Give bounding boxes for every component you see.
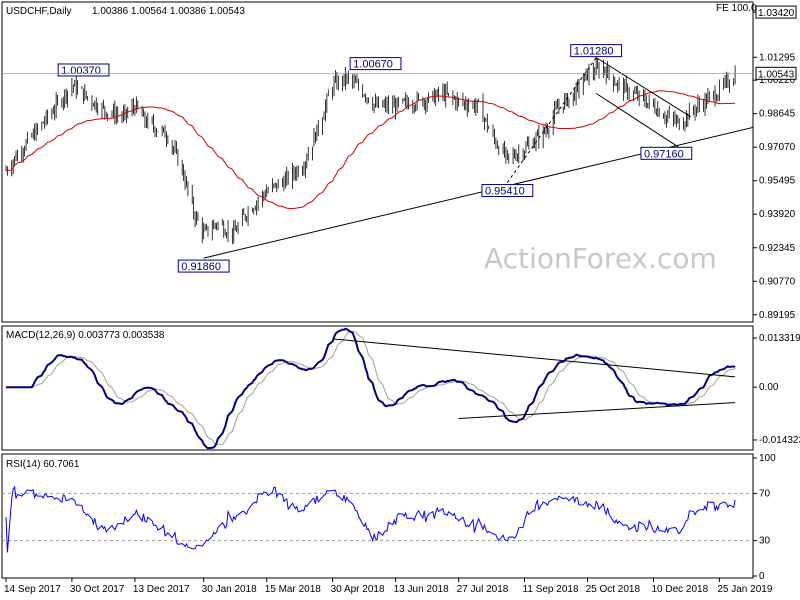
- price-label-box: [481, 184, 534, 198]
- rsi-line: [5, 485, 736, 553]
- macd-y-tick-label: 0.00: [759, 382, 779, 393]
- rsi-panel-frame: [1, 453, 754, 579]
- fe-price-label: 1.03420: [758, 8, 795, 19]
- x-tick-label: 30 Oct 2017: [70, 584, 125, 595]
- x-tick-label: 10 Dec 2018: [651, 584, 708, 595]
- price-y-tick-label: 0.92345: [759, 243, 796, 254]
- x-tick-label: 27 Jul 2018: [457, 584, 509, 595]
- rsi-title: RSI(14) 60.7061: [6, 459, 80, 470]
- x-tick-label: 13 Jun 2018: [394, 584, 449, 595]
- rsi-panel: RSI(14) 60.7061 100 70 30 0: [1, 453, 776, 582]
- fe-price-box: [755, 5, 797, 19]
- channel-upper: [595, 57, 691, 118]
- macd-line: [6, 327, 736, 450]
- last-price-box: [755, 66, 797, 80]
- x-tick-label: 25 Jan 2019: [717, 584, 772, 595]
- price-y-tick-label: 0.93920: [759, 209, 796, 220]
- price-label-box: [640, 146, 693, 160]
- price-title: USDCHF,Daily: [6, 6, 72, 17]
- price-marks: [5, 57, 754, 259]
- rsi-y-tick-label: 70: [759, 488, 771, 499]
- x-tick-label: 30 Jan 2018: [202, 584, 257, 595]
- macd-panel-frame: [1, 325, 754, 451]
- macd-y-axis: 0.013319 0.00 -0.014323: [753, 333, 800, 446]
- price-y-tick-label: 1.01295: [759, 52, 796, 63]
- macd-signal-line: [6, 331, 736, 446]
- fe-label: FE 100.0: [716, 3, 757, 14]
- price-label: 0.97160: [644, 148, 684, 160]
- rsi-marks: [2, 485, 753, 553]
- macd-panel: MACD(12,26,9) 0.003773 0.003538 0.013319…: [1, 325, 800, 451]
- price-label-box: [57, 63, 110, 77]
- price-y-tick-label: 0.98645: [759, 109, 796, 120]
- x-tick-label: 30 Apr 2018: [331, 584, 385, 595]
- moving-average-line: [5, 90, 736, 210]
- rsi-y-tick-label: 100: [759, 453, 776, 464]
- x-tick-label: 25 Oct 2018: [586, 584, 641, 595]
- price-annotations: 1.00370 0.91860 1.00670 0.95410 1.01280 0.971…: [57, 44, 693, 273]
- last-price-label: 1.00543: [758, 69, 795, 80]
- price-panel: USDCHF,Daily 1.00386 1.00564 1.00386 1.0…: [1, 1, 797, 323]
- x-tick-label: 11 Sep 2018: [523, 584, 579, 595]
- x-tick-label: 13 Dec 2017: [133, 584, 190, 595]
- price-label: 0.91860: [181, 261, 221, 273]
- price-label-box: [177, 259, 230, 273]
- price-y-tick-label: 0.89195: [759, 310, 796, 321]
- price-label: 1.00670: [353, 59, 393, 71]
- price-label: 1.00370: [61, 65, 101, 77]
- macd-trendline-lower: [458, 402, 736, 419]
- rsi-y-axis: 100 70 30 0: [753, 453, 776, 582]
- price-label: 1.01280: [574, 46, 614, 58]
- x-tick-label: 15 Mar 2018: [265, 584, 322, 595]
- rsi-y-tick-label: 30: [759, 536, 771, 547]
- x-axis: 14 Sep 2017 30 Oct 2017 13 Dec 2017 30 Jan …: [4, 578, 773, 595]
- x-tick-label: 14 Sep 2017: [4, 584, 61, 595]
- dashed-trendline: [506, 57, 597, 183]
- price-y-tick-label: 0.95495: [759, 176, 796, 187]
- channel-lower: [595, 92, 691, 156]
- macd-title: MACD(12,26,9) 0.003773 0.003538: [6, 330, 165, 341]
- price-panel-frame: [1, 1, 754, 323]
- price-ohlc: 1.00386 1.00564 1.00386 1.00543: [92, 6, 245, 17]
- macd-trendline-upper: [332, 338, 736, 378]
- price-y-tick-label: 0.90770: [759, 276, 796, 287]
- price-y-axis: 1.03420 1.01295 1.00220 0.98645 0.97070 0.954…: [2, 1, 797, 321]
- price-label-box: [349, 57, 402, 71]
- macd-y-tick-label: 0.013319: [759, 333, 800, 344]
- price-label-box: [570, 44, 623, 58]
- price-y-tick-label: 1.00220: [759, 75, 796, 86]
- macd-marks: [6, 327, 736, 450]
- price-label: 0.95410: [485, 186, 525, 198]
- price-y-tick-label: 0.97070: [759, 142, 796, 153]
- rsi-y-tick-label: 0: [759, 571, 765, 582]
- macd-y-tick-label: -0.014323: [759, 435, 800, 446]
- watermark: ActionForex.com: [484, 242, 717, 275]
